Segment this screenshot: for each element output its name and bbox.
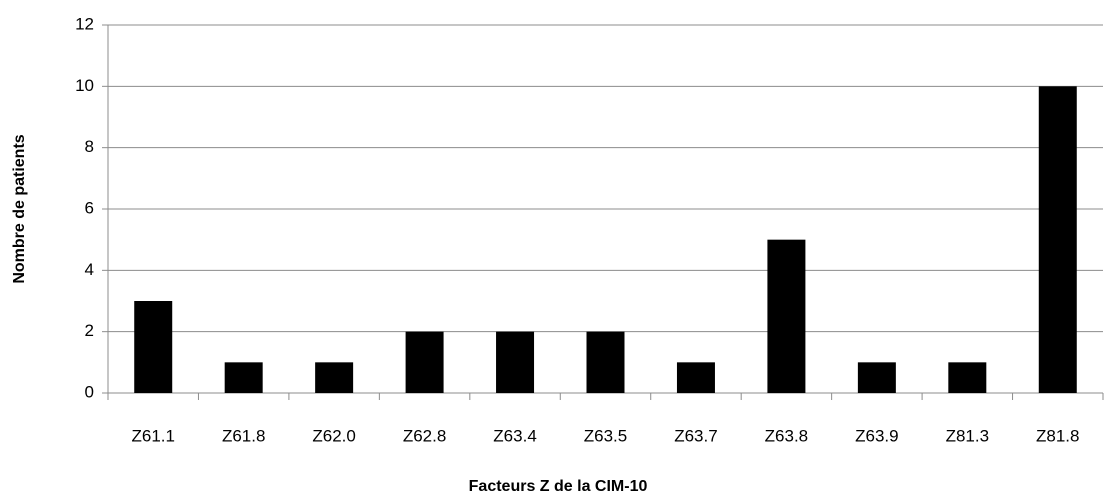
bar: [496, 331, 535, 393]
bar: [676, 362, 715, 393]
y-tick-label: 4: [85, 260, 94, 279]
y-tick-label: 10: [75, 76, 94, 95]
x-tick-label: Z63.8: [765, 426, 808, 445]
y-tick-label: 8: [85, 137, 94, 156]
y-tick-label: 2: [85, 321, 94, 340]
bar: [315, 362, 354, 393]
x-tick-label: Z63.7: [674, 426, 717, 445]
bar: [948, 362, 987, 393]
x-tick-label: Z81.3: [946, 426, 989, 445]
bar: [224, 362, 263, 393]
bar: [134, 301, 173, 393]
x-tick-label: Z61.1: [131, 426, 174, 445]
y-tick-label: 12: [75, 14, 94, 33]
bar: [405, 331, 444, 393]
x-tick-label: Z63.5: [584, 426, 627, 445]
x-tick-label: Z81.8: [1036, 426, 1079, 445]
x-tick-label: Z62.0: [312, 426, 355, 445]
bar: [857, 362, 896, 393]
x-tick-label: Z61.8: [222, 426, 265, 445]
y-tick-label: 6: [85, 198, 94, 217]
bar: [1038, 86, 1077, 393]
x-tick-label: Z63.9: [855, 426, 898, 445]
x-tick-label: Z63.4: [493, 426, 536, 445]
x-tick-label: Z62.8: [403, 426, 446, 445]
bar: [586, 331, 625, 393]
y-tick-label: 0: [85, 382, 94, 401]
x-axis-title: Facteurs Z de la CIM-10: [469, 478, 648, 495]
y-axis-title: Nombre de patients: [11, 134, 28, 283]
bar: [767, 239, 806, 393]
